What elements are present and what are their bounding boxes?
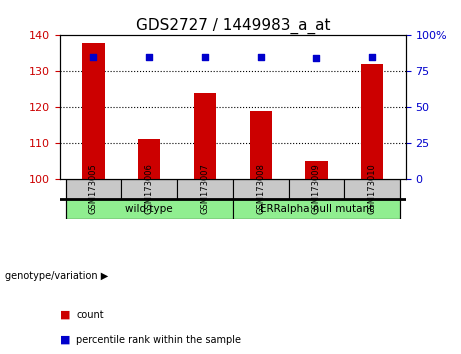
Point — [201, 54, 209, 60]
Bar — [121, 178, 177, 199]
Bar — [65, 178, 121, 199]
Bar — [289, 178, 344, 199]
Text: GSM173010: GSM173010 — [368, 164, 377, 214]
Title: GDS2727 / 1449983_a_at: GDS2727 / 1449983_a_at — [136, 18, 330, 34]
Bar — [194, 93, 216, 178]
Text: count: count — [76, 310, 104, 320]
Bar — [138, 139, 160, 178]
Bar — [361, 64, 384, 178]
Text: GSM173007: GSM173007 — [201, 163, 209, 214]
Text: ■: ■ — [60, 335, 71, 345]
Text: ERRalpha null mutant: ERRalpha null mutant — [260, 204, 373, 214]
Text: wild type: wild type — [125, 204, 173, 214]
Point — [146, 54, 153, 60]
Bar — [233, 199, 400, 219]
Bar — [82, 42, 105, 178]
Text: GSM173009: GSM173009 — [312, 164, 321, 214]
Point — [368, 54, 376, 60]
Bar — [233, 178, 289, 199]
Point — [313, 56, 320, 61]
Bar — [249, 110, 272, 178]
Bar — [344, 178, 400, 199]
Bar — [177, 178, 233, 199]
Bar — [305, 161, 328, 178]
Text: genotype/variation ▶: genotype/variation ▶ — [5, 271, 108, 281]
Point — [90, 54, 97, 60]
Point — [257, 54, 264, 60]
Text: ■: ■ — [60, 310, 71, 320]
Bar — [65, 199, 233, 219]
Text: percentile rank within the sample: percentile rank within the sample — [76, 335, 241, 345]
Text: GSM173008: GSM173008 — [256, 163, 265, 214]
Text: GSM173006: GSM173006 — [145, 163, 154, 214]
Text: GSM173005: GSM173005 — [89, 164, 98, 214]
